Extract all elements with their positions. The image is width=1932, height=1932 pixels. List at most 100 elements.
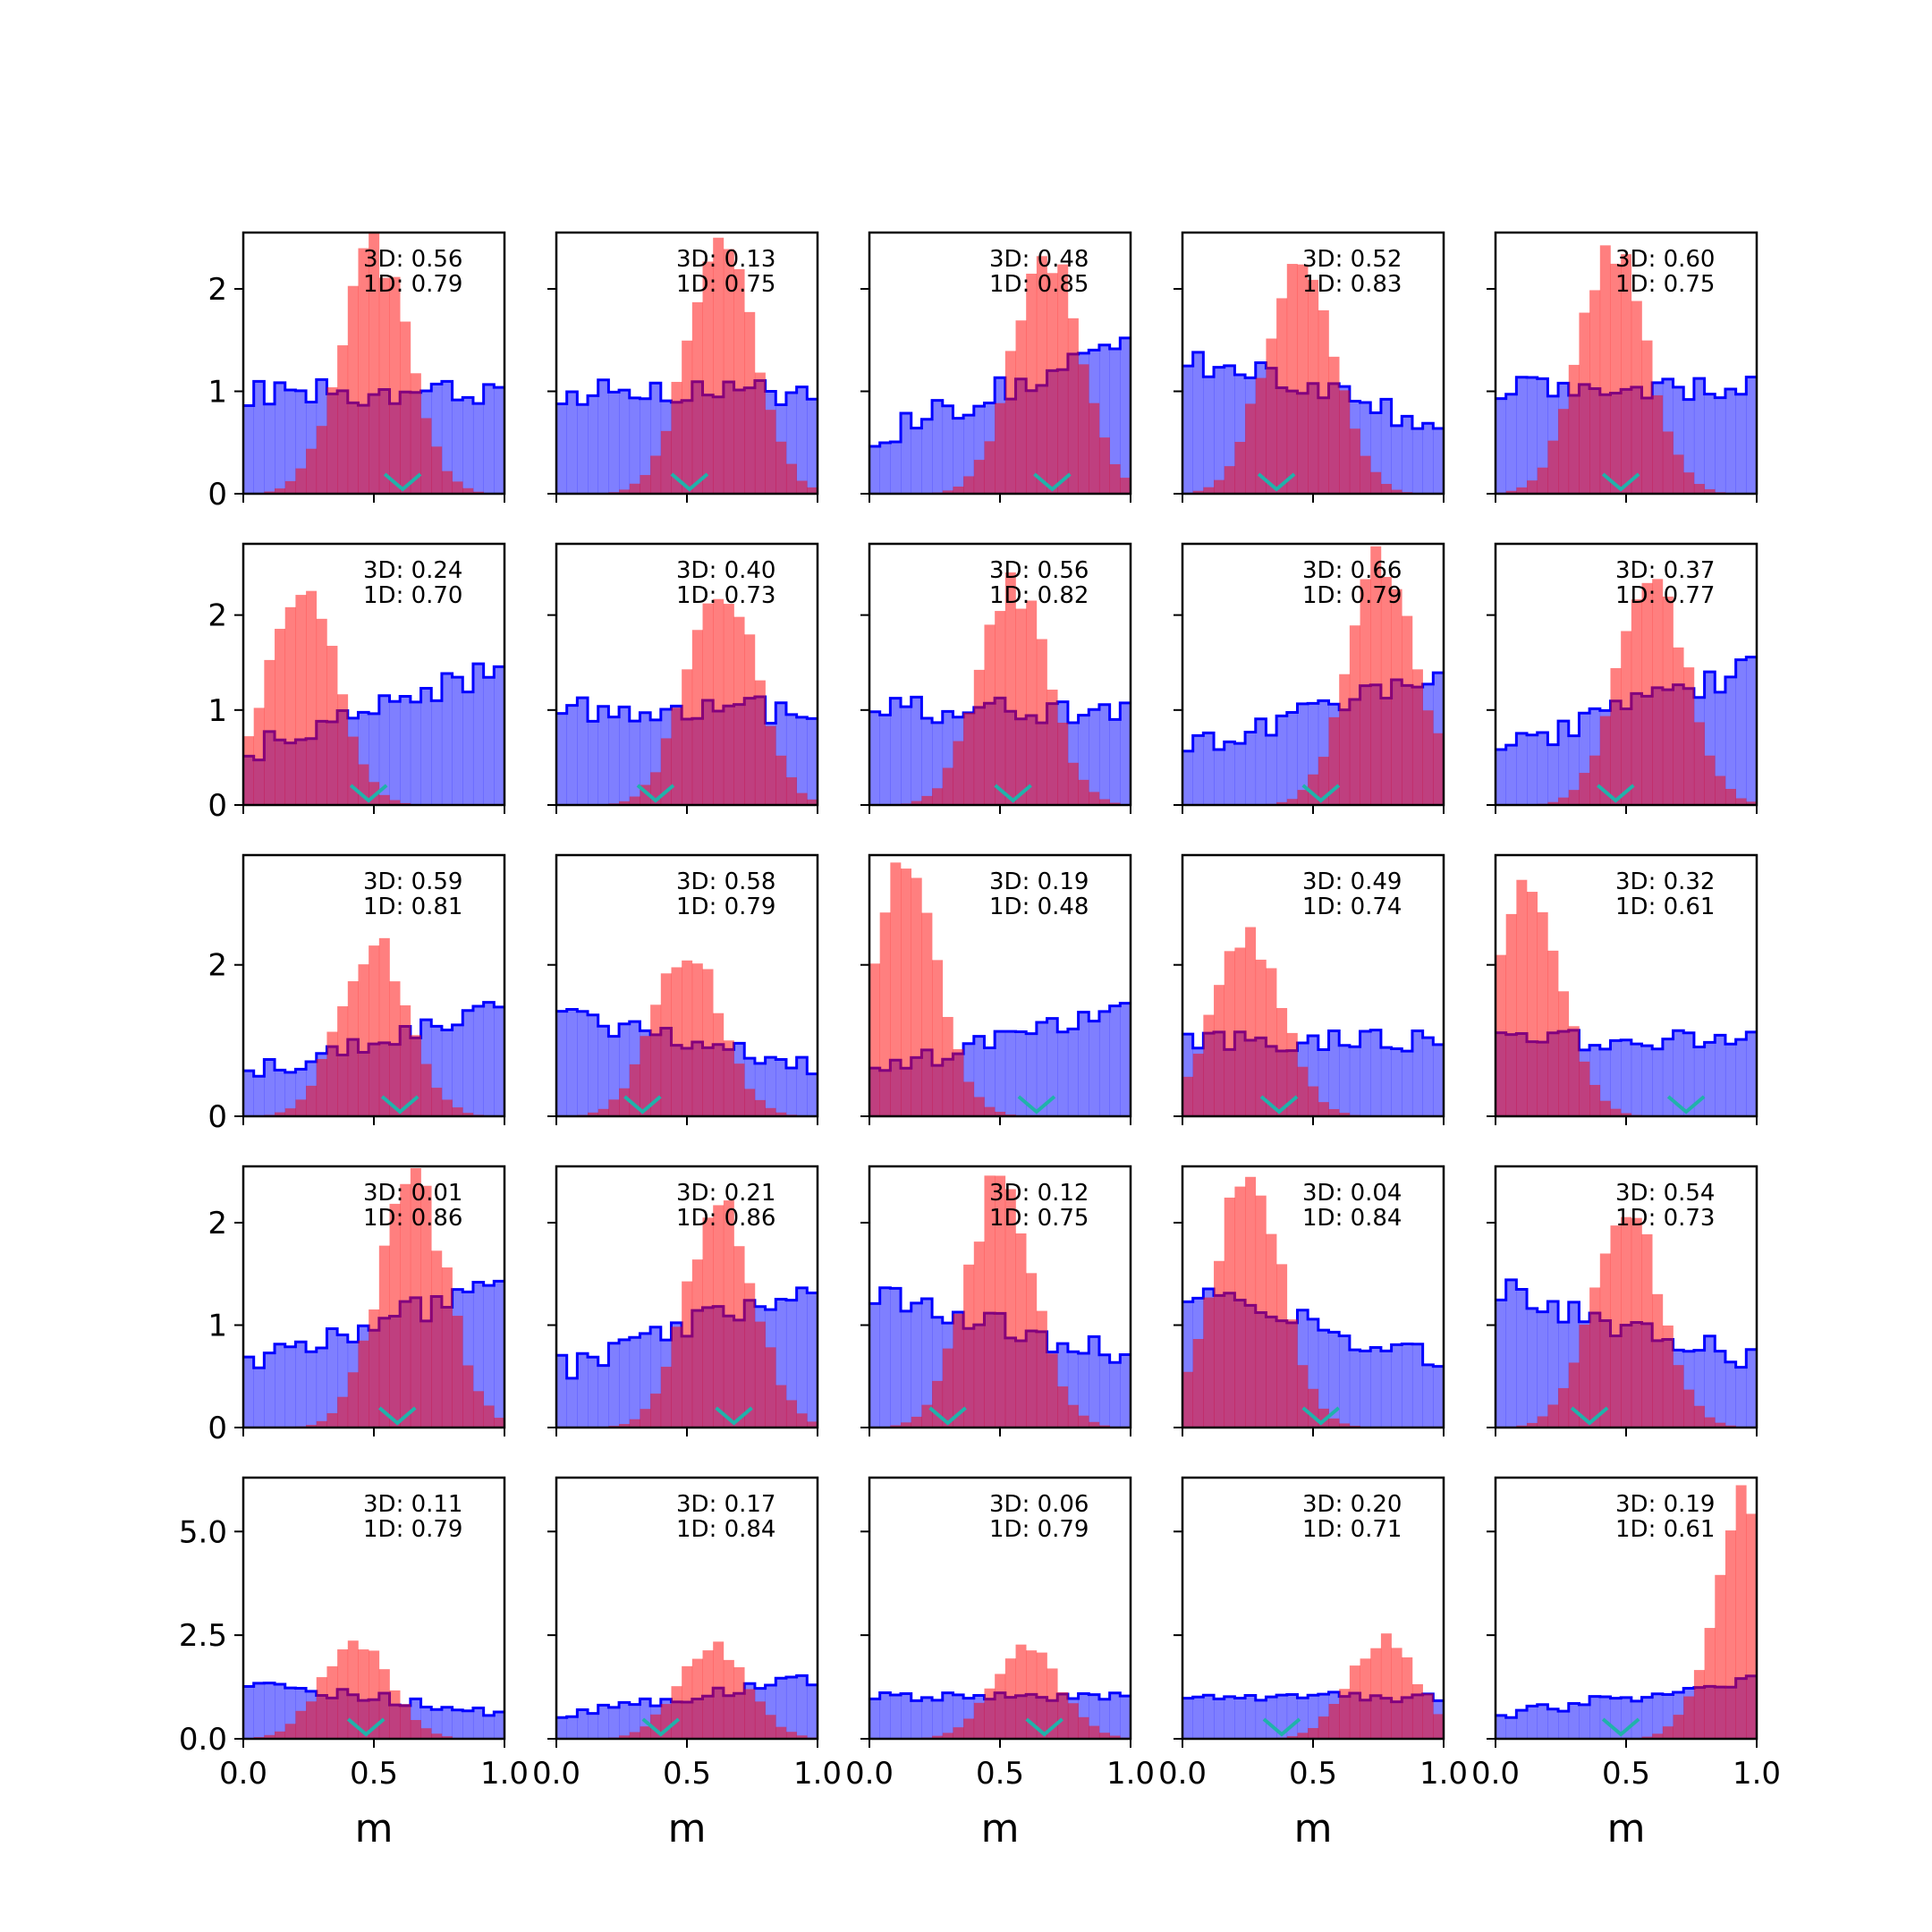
prior-bar	[316, 1347, 327, 1428]
posterior-bar	[358, 1649, 369, 1739]
prior-bar	[306, 402, 318, 494]
truth-marker	[636, 784, 675, 803]
posterior-bar	[1046, 1668, 1058, 1739]
prior-bar	[921, 1299, 933, 1428]
prior-bar	[1078, 1012, 1089, 1116]
posterior-bar	[400, 1004, 411, 1116]
prior-bar	[1224, 365, 1235, 494]
prior-bar	[1026, 1033, 1038, 1116]
prior-bar	[577, 1709, 589, 1739]
prior-bar	[942, 405, 953, 494]
posterior-bar	[1318, 309, 1329, 494]
posterior-bar	[284, 480, 296, 494]
annotation-1d: 1D: 0.82	[989, 582, 1089, 609]
posterior-bar	[733, 1246, 745, 1428]
posterior-bar	[337, 345, 349, 494]
posterior-bar	[921, 1404, 933, 1428]
posterior-bar	[629, 1419, 640, 1428]
posterior-bar	[1266, 1233, 1277, 1428]
prior-bar	[1339, 1335, 1351, 1428]
posterior-bar	[963, 1081, 975, 1116]
posterior-bar	[316, 1420, 327, 1428]
prior-bar	[1192, 352, 1204, 494]
prior-bar	[932, 1699, 944, 1739]
prior-bar	[911, 1700, 922, 1739]
prior-bar	[1203, 1695, 1215, 1739]
posterior-bar	[921, 795, 933, 805]
prior-bar	[556, 1011, 567, 1116]
prior-bar	[284, 1346, 296, 1428]
prior-bar	[1610, 1698, 1622, 1739]
truth-marker	[1025, 1717, 1063, 1737]
prior-bar	[921, 419, 933, 494]
posterior-bar	[1067, 318, 1079, 494]
truth-marker	[715, 1406, 753, 1426]
prior-bar	[1411, 1343, 1423, 1428]
prior-bar	[984, 1047, 996, 1116]
posterior-bar	[1621, 1216, 1632, 1428]
posterior-bar	[1276, 1008, 1288, 1116]
prior-bar	[1422, 1038, 1434, 1116]
prior-bar	[1109, 719, 1121, 805]
posterior-bar	[1631, 301, 1642, 494]
posterior-bar	[389, 1690, 401, 1739]
prior-bar	[452, 1024, 463, 1116]
posterior-bar	[660, 973, 672, 1116]
posterior-bar	[682, 340, 693, 494]
annotation-3d: 3D: 0.58	[676, 869, 775, 895]
prior-bar	[275, 1684, 286, 1739]
posterior-bar	[1328, 1108, 1340, 1116]
posterior-bar	[1214, 479, 1225, 494]
posterior-bar	[1652, 394, 1664, 494]
posterior-bar	[650, 455, 662, 494]
prior-bar	[1318, 1330, 1329, 1428]
prior-bar	[284, 1688, 296, 1739]
posterior-bar	[1308, 1086, 1319, 1116]
prior-bar	[577, 1011, 589, 1116]
posterior-bar	[275, 1731, 286, 1739]
prior-bar	[1286, 712, 1298, 805]
prior-bar	[253, 1076, 265, 1116]
posterior-bar	[358, 764, 369, 805]
posterior-bar	[942, 767, 953, 805]
y-tick-label: 0	[208, 1099, 227, 1135]
annotation-3d: 3D: 0.20	[1302, 1491, 1402, 1518]
prior-bar	[1527, 1706, 1538, 1739]
posterior-bar	[932, 788, 944, 805]
posterior-bar	[973, 460, 985, 494]
annotation-1d: 1D: 0.75	[676, 271, 775, 298]
posterior-bar	[1402, 1657, 1413, 1739]
posterior-bar	[650, 772, 662, 805]
posterior-bar	[691, 1259, 703, 1428]
posterior-bar	[942, 490, 953, 494]
posterior-bar	[431, 446, 443, 494]
prior-bar	[1537, 1311, 1548, 1428]
annotation-1d: 1D: 0.73	[676, 582, 775, 609]
prior-bar	[441, 1030, 453, 1116]
posterior-bar	[337, 1649, 349, 1739]
posterior-bar	[1422, 710, 1434, 805]
posterior-bar	[1683, 1696, 1695, 1739]
prior-bar	[243, 405, 254, 494]
posterior-bar	[1370, 546, 1382, 805]
posterior-bar	[1735, 1485, 1747, 1739]
posterior-bar	[1098, 437, 1110, 494]
posterior-bar	[326, 1665, 338, 1739]
posterior-bar	[702, 1650, 714, 1739]
posterior-bar	[431, 1733, 443, 1739]
posterior-bar	[441, 1099, 453, 1116]
prior-bar	[901, 707, 912, 805]
prior-bar	[472, 403, 484, 494]
prior-bar	[253, 381, 265, 494]
prior-bar	[608, 1036, 620, 1116]
posterior-bar	[1610, 263, 1622, 494]
prior-bar	[911, 1302, 922, 1428]
posterior-bar	[462, 1365, 474, 1428]
posterior-bar	[733, 268, 745, 494]
prior-bar	[243, 1357, 254, 1428]
prior-bar	[1402, 1051, 1413, 1116]
posterior-bar	[1015, 1644, 1027, 1739]
posterior-bar	[441, 470, 453, 494]
annotation-1d: 1D: 0.79	[1302, 582, 1402, 609]
